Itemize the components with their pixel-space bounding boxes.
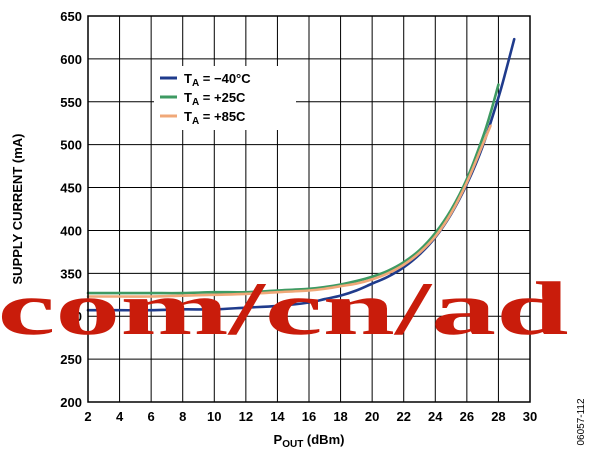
- legend-label: TA = −40°C: [184, 71, 251, 89]
- x-tick-label: 18: [333, 409, 347, 424]
- y-tick-label: 600: [60, 52, 82, 67]
- x-tick-label: 2: [84, 409, 91, 424]
- x-tick-label: 10: [207, 409, 221, 424]
- y-axis-title: SUPPLY CURRENT (mA): [10, 134, 25, 285]
- x-tick-label: 8: [179, 409, 186, 424]
- y-tick-label: 500: [60, 138, 82, 153]
- series-lines: [86, 37, 516, 312]
- y-tick-label: 400: [60, 223, 82, 238]
- legend-label: TA = +85C: [184, 109, 246, 127]
- y-tick-label: 250: [60, 352, 82, 367]
- plot-frame: [87, 15, 531, 403]
- series-line-2: [86, 124, 492, 298]
- series-line-1: [86, 83, 500, 295]
- y-tick-label: 300: [60, 309, 82, 324]
- watermark: com/cn/ad: [0, 267, 569, 351]
- y-tick-label: 450: [60, 181, 82, 196]
- y-tick-label: 550: [60, 95, 82, 110]
- x-tick-label: 12: [239, 409, 253, 424]
- y-tick-label: 650: [60, 9, 82, 24]
- x-tick-label: 28: [491, 409, 505, 424]
- x-tick-label: 24: [428, 409, 443, 424]
- x-tick-label: 6: [148, 409, 155, 424]
- x-tick-label: 26: [460, 409, 474, 424]
- figure-id: 06057-112: [576, 398, 587, 446]
- y-tick-label: 200: [60, 395, 82, 410]
- x-tick-label: 20: [365, 409, 379, 424]
- x-tick-label: 16: [302, 409, 316, 424]
- x-tick-label: 22: [396, 409, 410, 424]
- y-tick-label: 350: [60, 266, 82, 281]
- x-axis-title: POUT (dBm): [274, 432, 345, 450]
- legend-background: [154, 66, 296, 130]
- x-tick-label: 14: [270, 409, 285, 424]
- x-tick-label: 30: [523, 409, 537, 424]
- legend-label: TA = +25C: [184, 90, 246, 108]
- tick-labels: 2 4 6 8 10 12 14 16 18 20 22 24 26 28 3020025030035040…: [60, 9, 537, 424]
- x-tick-label: 4: [116, 409, 124, 424]
